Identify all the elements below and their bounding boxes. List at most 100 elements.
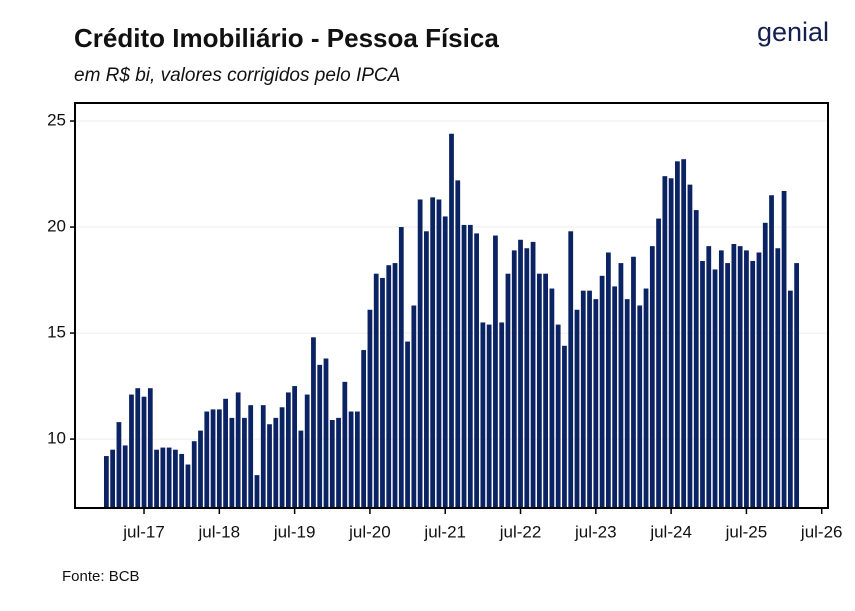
bar (279, 407, 285, 508)
bar (706, 246, 712, 508)
bar (436, 199, 442, 508)
bar (612, 286, 618, 508)
bar (411, 305, 417, 508)
bar (361, 350, 367, 508)
bar (461, 224, 467, 509)
bar (518, 239, 523, 508)
bar (505, 273, 511, 508)
bar (480, 322, 486, 508)
bar (179, 453, 185, 508)
x-tick-label: jul-26 (800, 522, 843, 541)
bar (700, 260, 705, 508)
bar (744, 250, 749, 508)
bar (750, 260, 756, 508)
bar (756, 252, 762, 508)
bar (442, 216, 448, 508)
bar (562, 345, 567, 508)
bar (367, 309, 373, 508)
bar (499, 322, 505, 508)
bar (631, 256, 636, 508)
bar (467, 224, 473, 509)
plot-area: 10 15 20 25 jul-17 jul-18 jul-19 jul-20 jul-21 ju… (47, 111, 842, 542)
bar (737, 246, 743, 508)
y-tick-label: 20 (47, 217, 66, 236)
bar (122, 445, 128, 508)
bar (354, 411, 360, 508)
bar (311, 337, 316, 508)
bar (568, 231, 574, 508)
x-tick-label: jul-17 (122, 522, 165, 541)
bar (329, 420, 335, 508)
bar (486, 324, 492, 508)
bar (649, 246, 655, 508)
bar (298, 430, 304, 508)
bar (449, 133, 454, 508)
bar (248, 405, 254, 508)
bar (599, 275, 605, 508)
bar (555, 324, 561, 508)
bar (681, 159, 687, 508)
bar (292, 386, 298, 508)
plot-frame (74, 102, 829, 509)
bar (424, 231, 429, 508)
x-tick-label: jul-23 (574, 522, 617, 541)
bar (110, 449, 116, 508)
bar (536, 273, 542, 508)
bar (204, 411, 210, 508)
bar (135, 388, 141, 508)
bar (216, 409, 222, 508)
bar (455, 180, 461, 508)
bar (380, 277, 385, 508)
bar (405, 341, 410, 508)
bar (317, 364, 323, 508)
bar (762, 222, 768, 509)
bar (718, 250, 724, 508)
bar (668, 178, 674, 508)
bar (605, 252, 611, 508)
bar (662, 176, 668, 508)
chart-subtitle: em R$ bi, valores corrigidos pelo IPCA (74, 65, 400, 86)
chart-title: Crédito Imobiliário - Pessoa Física (74, 23, 499, 53)
bar (430, 197, 436, 508)
bar (656, 218, 661, 509)
bar (191, 441, 197, 508)
bar (687, 184, 693, 509)
bar (643, 288, 649, 508)
bar (386, 265, 392, 508)
bar (511, 250, 517, 508)
logo: genial (757, 17, 829, 47)
bar (712, 269, 718, 508)
bar (223, 398, 228, 508)
x-tick-label: jul-21 (423, 522, 466, 541)
bar (398, 227, 404, 509)
bar (693, 210, 699, 508)
bar (769, 195, 774, 508)
x-tick-label: jul-25 (725, 522, 768, 541)
bar (587, 290, 592, 508)
bar (342, 381, 348, 508)
bar (103, 456, 109, 508)
x-tick-label: jul-22 (499, 522, 542, 541)
bar (392, 263, 398, 508)
bar (417, 199, 423, 508)
bar (235, 392, 241, 508)
bar (794, 263, 800, 508)
bar (116, 422, 122, 508)
bar (141, 396, 147, 508)
bar (524, 248, 530, 508)
y-tick-label: 10 (47, 429, 66, 448)
bar (166, 447, 172, 508)
bar (775, 248, 781, 508)
bar (210, 409, 216, 508)
bar (474, 233, 479, 508)
bar (725, 263, 730, 508)
bar (580, 290, 586, 508)
bar (637, 305, 643, 508)
bar (618, 263, 624, 508)
bar (129, 394, 134, 508)
bar (574, 309, 580, 508)
bar (267, 424, 272, 508)
bar (198, 430, 203, 508)
bar (185, 464, 191, 508)
